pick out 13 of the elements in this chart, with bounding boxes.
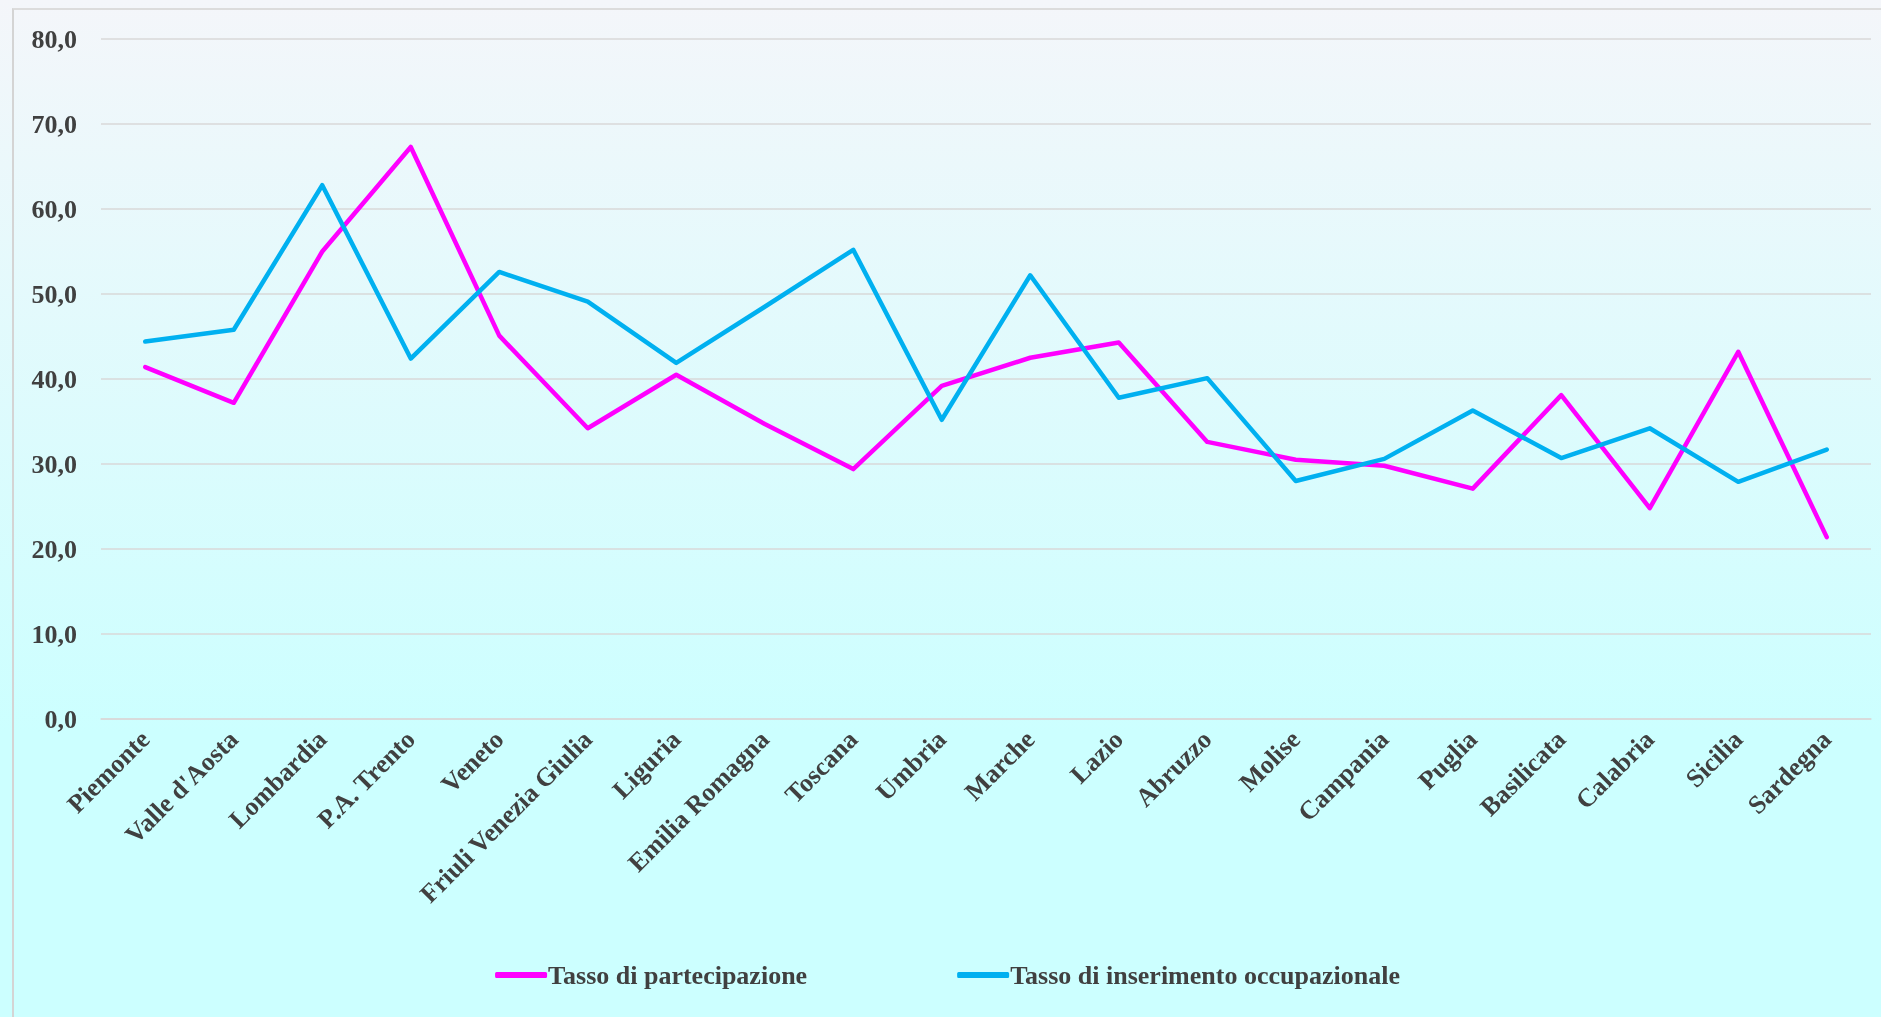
y-tick-label: 50,0 — [31, 279, 77, 309]
y-tick-label: 80,0 — [31, 24, 77, 54]
line-series — [143, 182, 1829, 485]
y-tick-label: 10,0 — [31, 619, 77, 649]
y-tick-label: 20,0 — [31, 534, 77, 564]
y-tick-label: 60,0 — [31, 194, 77, 224]
y-tick-label: 0,0 — [44, 704, 77, 734]
line-series — [143, 144, 1829, 540]
legend-label: Tasso di partecipazione — [548, 960, 808, 990]
y-tick-label: 70,0 — [31, 109, 77, 139]
legend-label: Tasso di inserimento occupazionale — [1010, 960, 1400, 990]
y-tick-label: 40,0 — [31, 364, 77, 394]
y-tick-label: 30,0 — [31, 449, 77, 479]
